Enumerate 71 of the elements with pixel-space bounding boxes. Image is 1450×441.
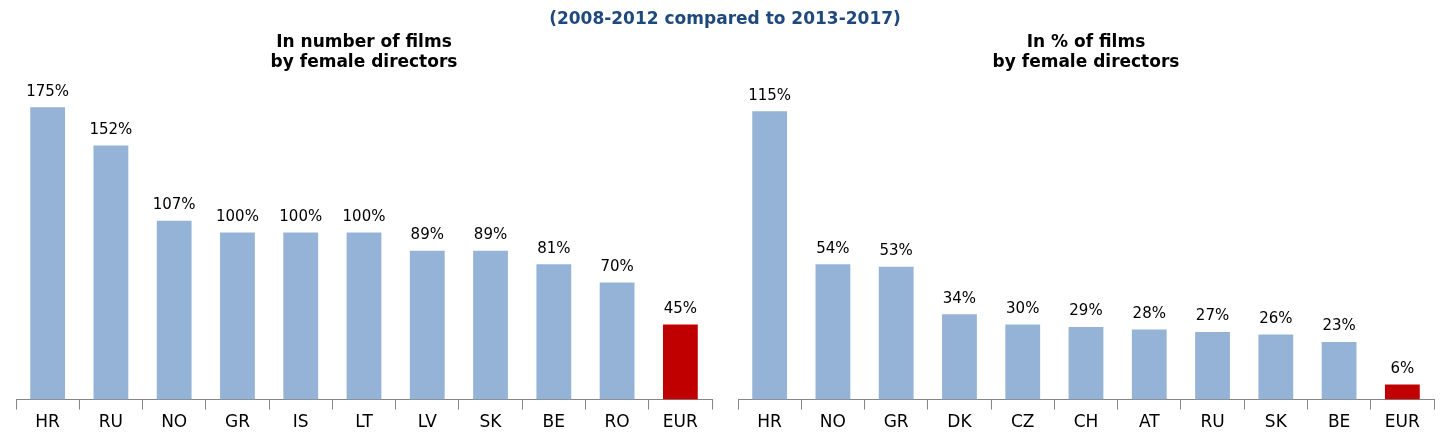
bar [599, 282, 635, 400]
x-tick-label: IS [292, 411, 309, 432]
bar [220, 232, 255, 400]
data-label: 152% [89, 119, 133, 138]
x-tick-label: RO [604, 411, 630, 432]
text: In number of films [276, 30, 452, 51]
x-tick-label: BE [1327, 411, 1351, 432]
bar [473, 250, 508, 400]
data-label: 45% [663, 298, 698, 317]
x-tick-label: HR [35, 411, 61, 432]
bar [1005, 324, 1041, 400]
bar [942, 314, 977, 400]
bar [93, 145, 129, 400]
data-label: 89% [410, 225, 444, 244]
x-tick-label: CZ [1010, 411, 1035, 432]
data-label: 100% [279, 206, 323, 225]
x-tick-label: NO [161, 411, 188, 432]
bar [156, 220, 192, 400]
bar [752, 111, 788, 400]
data-label: 34% [942, 288, 977, 307]
x-tick-label: SK [479, 411, 503, 432]
text: In % of films [1026, 30, 1146, 51]
data-label: 26% [1259, 308, 1293, 327]
data-label: 54% [816, 238, 850, 257]
x-tick-label: EUR [662, 411, 699, 432]
x-tick-label: RU [98, 411, 124, 432]
text: (2008-2012 compared to 2013-2017) [549, 8, 901, 28]
bar [662, 324, 698, 400]
bar [1195, 331, 1230, 400]
data-label: 6% [1390, 358, 1415, 377]
bar [1384, 384, 1420, 400]
bar [283, 232, 319, 400]
text: by female directors [270, 51, 458, 72]
x-tick-label: NO [819, 411, 846, 432]
data-label: 107% [152, 195, 196, 214]
data-label: 30% [1006, 298, 1040, 317]
data-label: 29% [1069, 301, 1103, 320]
bar [30, 107, 66, 400]
data-label: 89% [473, 225, 508, 244]
bar [1068, 326, 1104, 400]
data-label: 81% [537, 238, 571, 257]
bar [878, 266, 914, 400]
x-tick-label: RU [1200, 411, 1225, 432]
data-label: 28% [1132, 303, 1166, 322]
x-tick-label: CH [1073, 411, 1099, 432]
bar [409, 250, 445, 400]
x-tick-label: GR [883, 411, 909, 432]
data-label: 53% [879, 241, 913, 260]
data-label: 175% [26, 81, 70, 100]
data-label: 23% [1322, 316, 1356, 335]
data-label: 100% [216, 206, 259, 225]
bar [1321, 341, 1357, 400]
bar [815, 264, 851, 400]
x-tick-label: EUR [1384, 411, 1421, 432]
x-tick-label: HR [757, 411, 783, 432]
bar [536, 264, 572, 400]
x-tick-label: DK [947, 411, 973, 432]
bar [1258, 334, 1294, 400]
text: by female directors [992, 51, 1180, 72]
x-tick-label: GR [224, 411, 251, 432]
bar [346, 232, 382, 400]
x-tick-label: LV [417, 411, 438, 432]
data-label: 100% [342, 206, 386, 225]
data-label: 27% [1195, 306, 1230, 325]
data-label: 115% [748, 85, 792, 104]
x-tick-label: LT [355, 411, 374, 432]
x-tick-label: SK [1264, 411, 1288, 432]
data-label: 70% [600, 257, 634, 276]
x-tick-label: AT [1138, 411, 1161, 432]
x-tick-label: BE [542, 411, 566, 432]
bar [1131, 329, 1167, 400]
